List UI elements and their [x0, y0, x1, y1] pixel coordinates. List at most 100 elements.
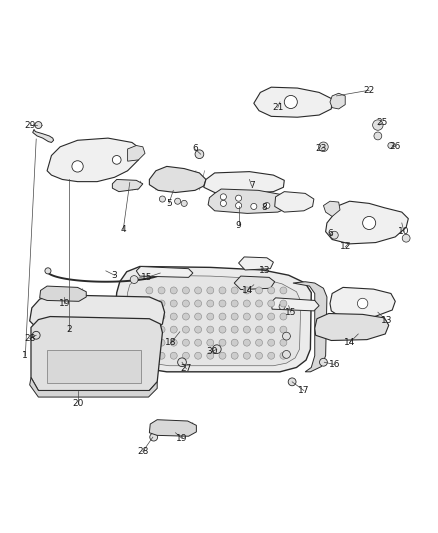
Text: 8: 8: [262, 203, 268, 212]
Text: 21: 21: [272, 103, 283, 112]
Circle shape: [170, 339, 177, 346]
Text: 2: 2: [66, 325, 72, 334]
Polygon shape: [330, 287, 395, 317]
Circle shape: [212, 345, 221, 353]
Circle shape: [231, 313, 238, 320]
Circle shape: [183, 352, 189, 359]
Circle shape: [183, 326, 189, 333]
Circle shape: [219, 339, 226, 346]
Circle shape: [35, 122, 42, 128]
Polygon shape: [113, 180, 143, 192]
Text: 30: 30: [207, 347, 218, 356]
Circle shape: [146, 300, 153, 307]
Circle shape: [219, 352, 226, 359]
Text: 25: 25: [377, 118, 388, 127]
Circle shape: [284, 95, 297, 109]
Circle shape: [288, 378, 296, 386]
Polygon shape: [239, 257, 273, 270]
Circle shape: [244, 287, 251, 294]
Circle shape: [231, 287, 238, 294]
Polygon shape: [30, 295, 165, 333]
Circle shape: [244, 313, 251, 320]
Circle shape: [207, 300, 214, 307]
Circle shape: [231, 300, 238, 307]
Text: 13: 13: [259, 266, 270, 276]
Text: 14: 14: [242, 286, 253, 295]
Circle shape: [363, 216, 376, 230]
Circle shape: [244, 352, 251, 359]
Circle shape: [130, 276, 138, 284]
Circle shape: [158, 339, 165, 346]
Circle shape: [178, 358, 186, 367]
Circle shape: [373, 120, 383, 130]
Circle shape: [160, 268, 166, 274]
Circle shape: [255, 326, 262, 333]
Circle shape: [244, 339, 251, 346]
Text: 19: 19: [59, 299, 70, 308]
Polygon shape: [254, 87, 332, 117]
Polygon shape: [234, 276, 275, 289]
Circle shape: [268, 326, 275, 333]
Polygon shape: [136, 266, 193, 277]
Circle shape: [231, 339, 238, 346]
Circle shape: [194, 300, 201, 307]
Circle shape: [170, 300, 177, 307]
Text: 1: 1: [22, 351, 28, 360]
Circle shape: [170, 326, 177, 333]
Polygon shape: [124, 275, 301, 366]
Circle shape: [255, 287, 262, 294]
Text: 6: 6: [192, 144, 198, 154]
Circle shape: [280, 339, 287, 346]
Circle shape: [158, 326, 165, 333]
Text: 27: 27: [180, 364, 192, 373]
Circle shape: [268, 313, 275, 320]
Circle shape: [280, 326, 287, 333]
Circle shape: [183, 287, 189, 294]
Polygon shape: [31, 317, 162, 391]
Text: 29: 29: [24, 120, 35, 130]
Circle shape: [170, 287, 177, 294]
Circle shape: [195, 150, 204, 158]
Circle shape: [183, 300, 189, 307]
Circle shape: [268, 287, 275, 294]
Circle shape: [244, 326, 251, 333]
Circle shape: [330, 231, 338, 239]
Text: 14: 14: [344, 338, 355, 347]
Circle shape: [183, 313, 189, 320]
Circle shape: [220, 194, 226, 200]
Circle shape: [255, 313, 262, 320]
Circle shape: [255, 300, 262, 307]
Polygon shape: [208, 189, 291, 213]
Circle shape: [255, 352, 262, 359]
Polygon shape: [47, 138, 141, 182]
Circle shape: [280, 287, 287, 294]
Text: 9: 9: [236, 221, 241, 230]
Text: 26: 26: [389, 142, 401, 151]
Circle shape: [32, 332, 40, 339]
Circle shape: [159, 196, 166, 202]
Circle shape: [280, 300, 287, 307]
Circle shape: [207, 339, 214, 346]
Circle shape: [183, 339, 189, 346]
Circle shape: [150, 433, 158, 441]
Circle shape: [279, 303, 285, 310]
Circle shape: [181, 200, 187, 206]
Circle shape: [280, 313, 287, 320]
Circle shape: [236, 195, 242, 201]
Circle shape: [268, 352, 275, 359]
Circle shape: [268, 300, 275, 307]
Circle shape: [194, 352, 201, 359]
Text: 15: 15: [141, 273, 153, 282]
Circle shape: [207, 352, 214, 359]
Circle shape: [357, 298, 368, 309]
Text: 18: 18: [166, 338, 177, 347]
Polygon shape: [330, 93, 345, 109]
Circle shape: [146, 313, 153, 320]
Circle shape: [170, 313, 177, 320]
Circle shape: [158, 300, 165, 307]
Text: 28: 28: [137, 447, 148, 456]
Text: 19: 19: [176, 434, 188, 443]
Circle shape: [402, 235, 410, 242]
Circle shape: [268, 339, 275, 346]
Circle shape: [158, 287, 165, 294]
